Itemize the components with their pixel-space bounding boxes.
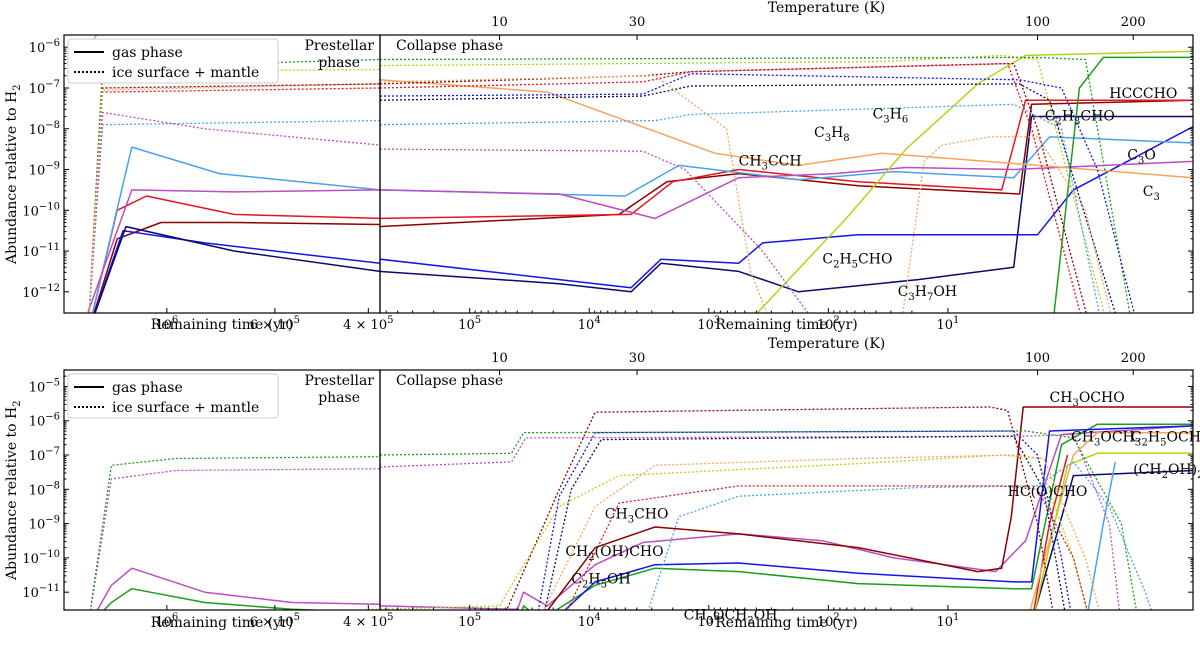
species-label-c2h3cho: C2H3CHO [1045, 109, 1115, 128]
x-tick-label: 104 [578, 612, 601, 630]
species-label-hcocho: HC(O)CHO [1008, 484, 1088, 500]
top-panel: 10−6 10−7 10−8 10−9 10−10 10−11 10−12 Abundance… [4, 0, 1193, 333]
x-tick-label: 105 [458, 612, 481, 630]
y-tick-label: 10−6 [29, 38, 60, 56]
series-line-c3o-collapse [380, 161, 1193, 218]
y-tick-label: 10−11 [22, 583, 60, 601]
species-label-c3h8: C3H8 [814, 125, 850, 144]
bottom-panel: 10−5 10−6 10−7 10−8 10−9 10−10 10−11 Abundance … [4, 336, 1200, 631]
series-line-c2h5och3ice-collapse [380, 455, 1091, 627]
series-line-c3h6ice-prestellar [88, 84, 380, 333]
series-line-c3ice-collapse [380, 76, 775, 333]
species-label-ch3cch: CH3CCH [739, 153, 802, 172]
y-tick-label: 10−10 [22, 549, 60, 567]
species-label-ch3ocho: CH3OCHO [1050, 390, 1125, 409]
species-label-ch2oh2: (CH2OH)2 [1133, 462, 1200, 481]
temperature-tick-label: 200 [1121, 15, 1146, 30]
species-label-ch3cho: CH3CHO [605, 506, 669, 525]
temperature-tick-label: 100 [1025, 351, 1050, 366]
collapse-title: Collapse phase [396, 38, 503, 54]
legend: gas phase ice surface + mantle [68, 39, 278, 83]
species-label-ch2ohcho: CH2(OH)CHO [565, 544, 663, 563]
y-tick-label: 10−9 [29, 515, 60, 533]
species-label-c2h5cho: C2H5CHO [822, 251, 892, 270]
series-line-hccchoice-prestellar [88, 121, 380, 333]
prestellar-x-label: Remaining time (yr) [151, 615, 294, 631]
species-label-hcccho: HCCCHO [1109, 86, 1177, 102]
y-axis-label: Abundance relative to H2 [4, 400, 23, 581]
series-line-ch2oh2-collapse [667, 471, 1193, 627]
series-line-c3h8ice-prestellar [88, 70, 380, 333]
temperature-tick-label: 10 [491, 351, 508, 366]
legend-label-solid: gas phase [112, 45, 183, 61]
y-tick-label: 10−12 [22, 283, 60, 301]
x-tick-label: 101 [936, 612, 959, 630]
temperature-tick-label: 200 [1121, 351, 1146, 366]
collapse-x-label: Remaining time (yr) [715, 317, 858, 333]
series-line-ch3cchice-collapse [380, 64, 1085, 333]
y-tick-label: 10−7 [29, 79, 60, 97]
x-tick-label: 101 [936, 315, 959, 333]
temperature-tick-label: 100 [1025, 15, 1050, 30]
temperature-tick-label: 10 [491, 15, 508, 30]
temperature-axis-title: Temperature (K) [768, 336, 886, 352]
y-axis-label: Abundance relative to H2 [4, 84, 23, 265]
prestellar-title: Prestellar [305, 373, 375, 389]
prestellar-x-label: Remaining time (yr) [151, 317, 294, 333]
figure: 10−6 10−7 10−8 10−9 10−10 10−11 10−12 Abundance… [0, 0, 1200, 656]
series-line-ch3cch-prestellar [88, 196, 380, 333]
prestellar-title: Prestellar [305, 38, 375, 54]
series-line-ch3choice-collapse [380, 435, 1121, 627]
legend-label-dotted: ice surface + mantle [112, 65, 259, 81]
series-line-c2h5oh-collapse [518, 424, 1194, 626]
x-tick-label: 4 × 105 [343, 315, 393, 333]
legend-label-solid: gas phase [112, 380, 183, 396]
series-line-hccchoice-collapse [380, 104, 1103, 332]
temperature-tick-label: 30 [629, 351, 646, 366]
x-tick-label: 104 [578, 315, 601, 333]
x-tick-label: 4 × 105 [343, 612, 393, 630]
series-line-ch2oh2ice-collapse [541, 436, 1067, 626]
series-line-hcccho-prestellar [88, 147, 380, 333]
series-line-c2h5choice-collapse [380, 84, 1121, 333]
series-line-c3h6ice-collapse [380, 64, 1091, 333]
series-line-c2h5ohice-collapse [380, 431, 1139, 627]
species-label-c2h5oh: C2H5OH [571, 572, 630, 591]
prestellar-title-2: phase [318, 55, 360, 71]
collapse-title: Collapse phase [396, 373, 503, 389]
series-line-ch2ohcho-collapse [547, 426, 1193, 627]
temperature-axis-title: Temperature (K) [768, 0, 886, 16]
series-line-c2h5cho-collapse [380, 117, 1193, 292]
legend-label-dotted: ice surface + mantle [112, 400, 259, 416]
species-label-c3h7oh: C3H7OH [898, 284, 957, 303]
y-tick-label: 10−7 [29, 446, 60, 464]
series-line-c3ice-prestellar [88, 84, 380, 333]
y-tick-label: 10−8 [29, 480, 60, 498]
y-tick-label: 10−11 [22, 242, 60, 260]
y-tick-label: 10−6 [29, 412, 60, 430]
series-line-c2h3cho-collapse [380, 127, 1193, 288]
temperature-tick-label: 30 [629, 15, 646, 30]
series-line-c3h7ohice-prestellar [88, 60, 380, 333]
y-tick-label: 10−5 [29, 377, 60, 395]
species-label-c3: C3 [1143, 184, 1160, 203]
series-line-ch3och2oh-collapse [691, 455, 1068, 627]
y-tick-label: 10−9 [29, 161, 60, 179]
prestellar-title-2: phase [318, 390, 360, 406]
series-line-c2h5ohice-prestellar [88, 457, 380, 627]
series-line-c3h8ice-collapse [380, 55, 1109, 332]
x-tick-label: 105 [458, 315, 481, 333]
legend: gas phase ice surface + mantle [68, 374, 278, 418]
species-label-c3h6: C3H6 [873, 107, 909, 126]
y-tick-label: 10−8 [29, 120, 60, 138]
y-tick-label: 10−10 [22, 201, 60, 219]
